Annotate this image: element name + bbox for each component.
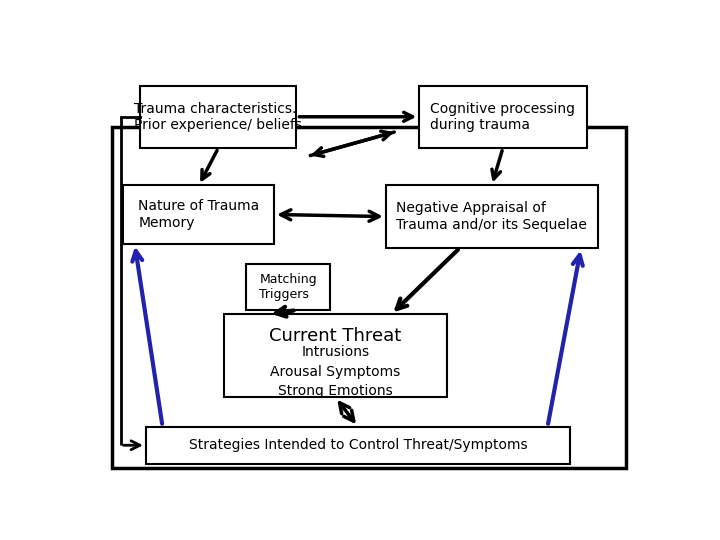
Text: Nature of Trauma
Memory: Nature of Trauma Memory xyxy=(138,199,259,230)
FancyBboxPatch shape xyxy=(112,127,626,468)
Text: Matching
Triggers: Matching Triggers xyxy=(259,273,317,301)
Text: Intrusions
Arousal Symptoms
Strong Emotions: Intrusions Arousal Symptoms Strong Emoti… xyxy=(271,346,400,399)
Text: Cognitive processing
during trauma: Cognitive processing during trauma xyxy=(431,102,575,132)
FancyBboxPatch shape xyxy=(140,85,297,148)
Text: Strategies Intended to Control Threat/Symptoms: Strategies Intended to Control Threat/Sy… xyxy=(189,438,527,453)
FancyBboxPatch shape xyxy=(386,185,598,248)
Text: Current Threat: Current Threat xyxy=(269,327,402,345)
FancyBboxPatch shape xyxy=(224,314,447,397)
Text: Negative Appraisal of
Trauma and/or its Sequelae: Negative Appraisal of Trauma and/or its … xyxy=(396,201,588,232)
Text: Trauma characteristics.
Prior experience/ beliefs: Trauma characteristics. Prior experience… xyxy=(135,102,302,132)
FancyBboxPatch shape xyxy=(246,265,330,310)
FancyBboxPatch shape xyxy=(124,185,274,244)
FancyBboxPatch shape xyxy=(419,85,587,148)
FancyBboxPatch shape xyxy=(145,427,570,464)
